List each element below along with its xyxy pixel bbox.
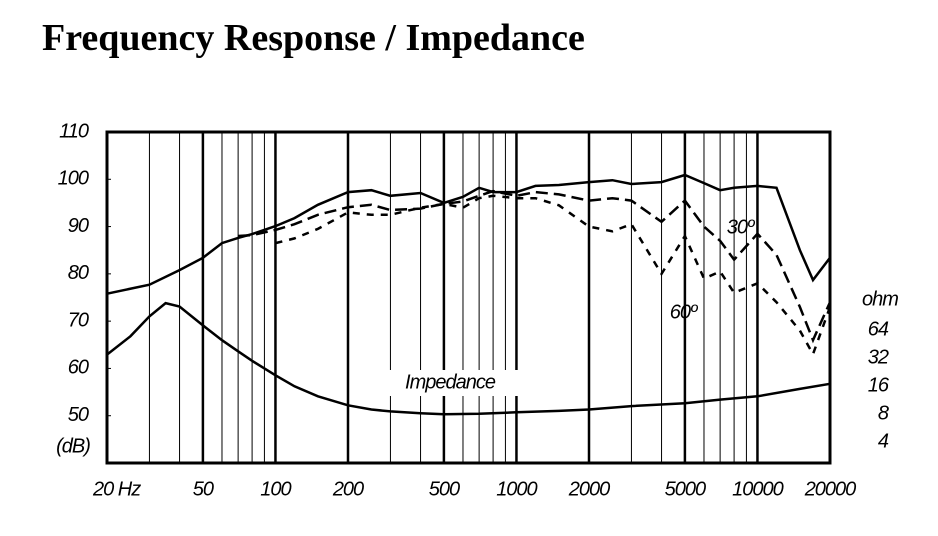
y2-tick-label: 32: [868, 347, 889, 369]
x-tick-label: 200: [332, 478, 364, 500]
y-tick-label: 70: [68, 309, 89, 331]
x-tick-label: 10000: [732, 478, 783, 500]
series-line: [238, 189, 832, 344]
x-tick-label: 20 Hz: [92, 478, 141, 500]
x-tick-label: 50: [193, 478, 214, 500]
x-tick-label: 2000: [568, 478, 610, 500]
x-tick-label: 500: [429, 478, 460, 500]
y2-tick-label: 16: [868, 375, 890, 397]
chart-title: Frequency Response / Impedance: [42, 17, 585, 59]
y-tick-label: 100: [58, 168, 89, 190]
y2-tick-label: 8: [878, 403, 889, 425]
x-tick-label: 1000: [496, 478, 537, 500]
y-tick-label: 60: [68, 357, 89, 379]
x-tick-label: 5000: [665, 478, 706, 500]
y-tick-label: 50: [68, 404, 89, 426]
series-label: 30º: [727, 216, 756, 238]
series-line: [106, 301, 831, 416]
y2-tick-label: 4: [878, 431, 889, 453]
y2-tick-label: 64: [868, 318, 889, 340]
y-axis-label: (dB): [56, 435, 90, 457]
x-tick-label: 20000: [804, 478, 856, 500]
series-line: [275, 194, 832, 358]
series-label: 60º: [670, 301, 699, 323]
y-tick-label: 90: [68, 215, 89, 237]
plot-frame: [105, 130, 832, 465]
series-label: Impedance: [405, 371, 496, 393]
y-tick-label: 80: [68, 262, 89, 284]
x-tick-label: 100: [260, 478, 291, 500]
y-tick-label: 110: [59, 120, 89, 142]
label-background: [378, 370, 522, 396]
y2-axis-label: ohm: [862, 288, 898, 310]
